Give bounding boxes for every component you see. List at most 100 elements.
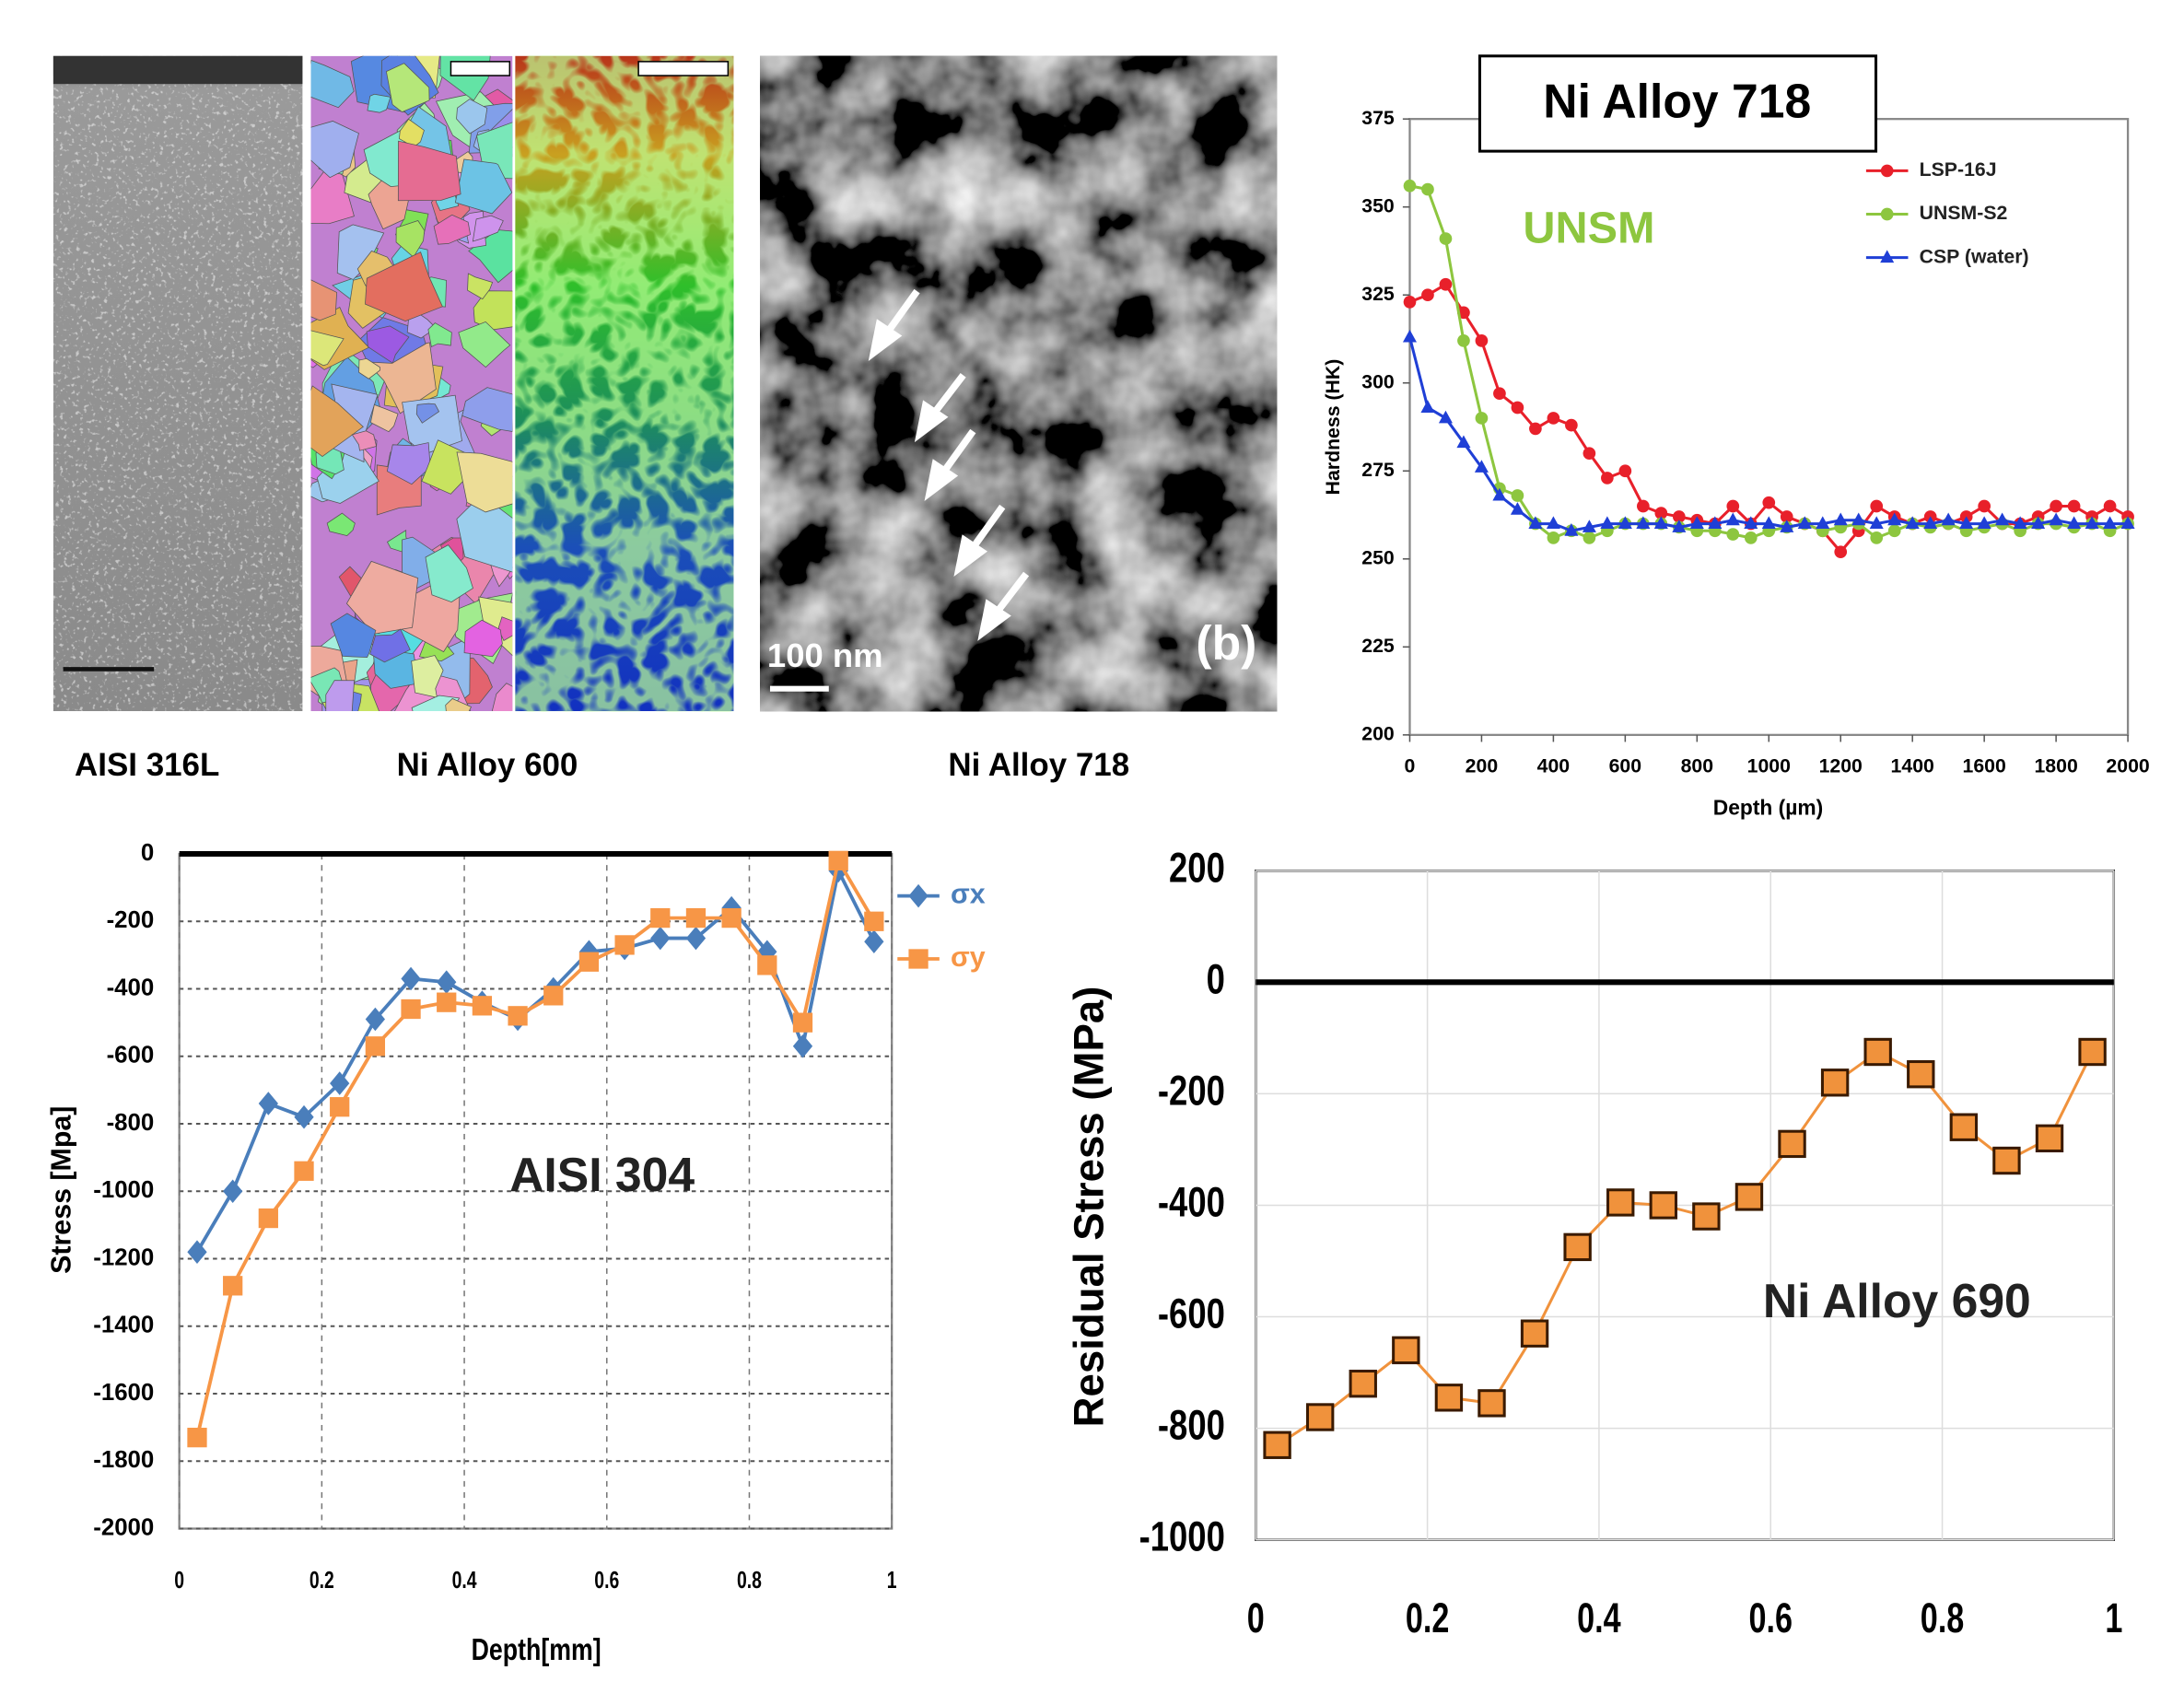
x-tick-label: 2000 [2106, 754, 2149, 777]
grain [467, 273, 494, 300]
arrows [868, 288, 1030, 641]
legend-marker [1880, 207, 1894, 221]
point [1583, 447, 1596, 461]
legend-label: LSP-16J [1920, 158, 1997, 181]
annotation: AISI 304 [509, 1148, 695, 1201]
point [614, 935, 635, 955]
point [1563, 1232, 1592, 1262]
point [1834, 545, 1848, 558]
point [1420, 400, 1435, 413]
point [1820, 1069, 1850, 1097]
grain [358, 357, 380, 380]
x-tick-label: 1600 [1963, 754, 2006, 777]
point [437, 970, 457, 994]
grain [310, 385, 364, 458]
y-tick-label: -1600 [93, 1380, 154, 1406]
sem-speckle [53, 55, 303, 712]
grain [478, 596, 513, 657]
y-tick-label: -1800 [93, 1447, 154, 1473]
point [1421, 182, 1434, 196]
grain [425, 544, 473, 603]
point [2078, 1037, 2107, 1067]
x-tick-label: 0.2 [1406, 1594, 1450, 1641]
point [1780, 520, 1794, 532]
point [1583, 531, 1596, 544]
x-tick-label: 400 [1537, 754, 1570, 777]
point [1547, 531, 1560, 544]
grain [310, 121, 359, 179]
y-axis-label: Hardness (HK) [1322, 359, 1344, 496]
point [187, 1240, 207, 1264]
y-tick-label: -800 [107, 1110, 155, 1136]
point [1402, 329, 1417, 343]
point [1618, 516, 1632, 530]
x-tick-label: 1800 [2034, 754, 2077, 777]
point [1725, 512, 1740, 526]
point [543, 986, 564, 1006]
grain [367, 93, 391, 113]
title-box [1477, 54, 1878, 153]
point [1618, 464, 1632, 478]
y-tick-label: -400 [1158, 1179, 1225, 1226]
chart-title: Ni Alloy 718 [1543, 75, 1811, 128]
x-tick-label: 800 [1681, 754, 1713, 777]
point [721, 907, 742, 928]
legend-label: σx [951, 879, 986, 910]
y-tick-label: 375 [1361, 107, 1395, 129]
point [1959, 516, 1974, 530]
grain [491, 683, 513, 712]
x-tick-label: 1200 [1819, 754, 1863, 777]
y-tick-label: 300 [1361, 370, 1394, 392]
point [1649, 1191, 1678, 1220]
point [1761, 516, 1776, 530]
point [1474, 460, 1489, 473]
plot-area [1408, 118, 2130, 736]
point [1816, 516, 1830, 530]
point [1726, 528, 1740, 541]
point [1564, 523, 1579, 536]
point [1546, 516, 1560, 530]
point [330, 1097, 350, 1117]
grain [427, 322, 452, 347]
point [223, 1276, 243, 1296]
y-axis-label: Residual Stress (MPa) [1066, 987, 1113, 1428]
x-tick-label: 0.6 [594, 1566, 619, 1593]
point [2049, 512, 2063, 526]
point [685, 926, 707, 951]
grain [310, 279, 338, 321]
point [757, 955, 777, 975]
point [2050, 499, 2062, 513]
point [1457, 334, 1470, 347]
y-tick-label: -2000 [93, 1514, 154, 1540]
caption: Ni Alloy 718 [948, 747, 1129, 783]
y-tick-label: 350 [1361, 194, 1394, 216]
point [650, 926, 671, 951]
point [1477, 1389, 1506, 1418]
point [1511, 489, 1524, 502]
x-axis-label: Depth[mm] [472, 1633, 601, 1666]
x-tick-label: 200 [1466, 754, 1498, 777]
y-tick-label: 275 [1361, 459, 1395, 481]
grain [472, 215, 504, 242]
point [1520, 1319, 1549, 1348]
x-tick-label: 0.4 [1577, 1594, 1621, 1641]
x-tick-label: 1000 [1747, 754, 1791, 777]
grain [310, 330, 345, 367]
point [1475, 412, 1489, 425]
point [1528, 516, 1543, 530]
legend-marker [1880, 164, 1894, 178]
point [1778, 1129, 1806, 1159]
sem-surface [53, 55, 303, 85]
y-tick-label: -200 [1158, 1068, 1225, 1115]
scale-bar [637, 61, 730, 76]
point [1601, 472, 1614, 485]
point [1263, 1431, 1291, 1459]
legend-marker [908, 949, 928, 969]
point [2067, 516, 2082, 530]
grain [445, 698, 473, 712]
point [1744, 516, 1758, 530]
grain [386, 442, 431, 485]
point [1863, 1037, 1892, 1067]
tem-image [760, 55, 1278, 712]
y-tick-label: 225 [1361, 635, 1395, 657]
